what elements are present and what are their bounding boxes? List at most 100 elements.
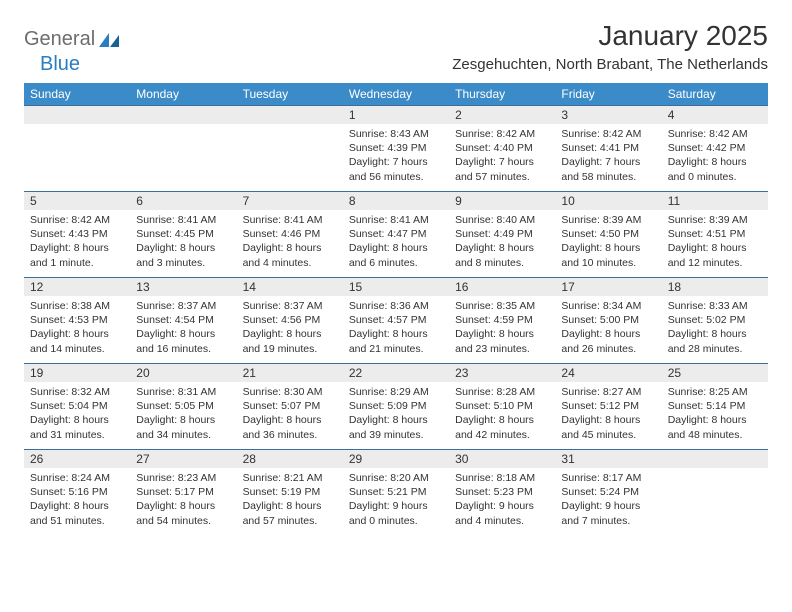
- calendar-day-cell: 6Sunrise: 8:41 AMSunset: 4:45 PMDaylight…: [130, 192, 236, 278]
- calendar-day-cell: 20Sunrise: 8:31 AMSunset: 5:05 PMDayligh…: [130, 364, 236, 450]
- day-number: 30: [449, 450, 555, 468]
- calendar-page: General January 2025 Zesgehuchten, North…: [0, 0, 792, 548]
- day-number: 11: [662, 192, 768, 210]
- calendar-week-row: 12Sunrise: 8:38 AMSunset: 4:53 PMDayligh…: [24, 278, 768, 364]
- day-details: Sunrise: 8:20 AMSunset: 5:21 PMDaylight:…: [343, 468, 449, 530]
- day-number: 2: [449, 106, 555, 124]
- day-details: Sunrise: 8:41 AMSunset: 4:45 PMDaylight:…: [130, 210, 236, 272]
- day-number: 3: [555, 106, 661, 124]
- calendar-body: 1Sunrise: 8:43 AMSunset: 4:39 PMDaylight…: [24, 106, 768, 536]
- day-number: 22: [343, 364, 449, 382]
- calendar-week-row: 19Sunrise: 8:32 AMSunset: 5:04 PMDayligh…: [24, 364, 768, 450]
- calendar-day-cell: 7Sunrise: 8:41 AMSunset: 4:46 PMDaylight…: [237, 192, 343, 278]
- calendar-empty-cell: [130, 106, 236, 192]
- calendar-day-cell: 21Sunrise: 8:30 AMSunset: 5:07 PMDayligh…: [237, 364, 343, 450]
- calendar-day-cell: 16Sunrise: 8:35 AMSunset: 4:59 PMDayligh…: [449, 278, 555, 364]
- calendar-header-row: SundayMondayTuesdayWednesdayThursdayFrid…: [24, 83, 768, 106]
- calendar-day-cell: 5Sunrise: 8:42 AMSunset: 4:43 PMDaylight…: [24, 192, 130, 278]
- calendar-day-cell: 4Sunrise: 8:42 AMSunset: 4:42 PMDaylight…: [662, 106, 768, 192]
- day-number: 4: [662, 106, 768, 124]
- calendar-day-cell: 19Sunrise: 8:32 AMSunset: 5:04 PMDayligh…: [24, 364, 130, 450]
- day-number: 29: [343, 450, 449, 468]
- day-details: Sunrise: 8:30 AMSunset: 5:07 PMDaylight:…: [237, 382, 343, 444]
- day-details: Sunrise: 8:42 AMSunset: 4:42 PMDaylight:…: [662, 124, 768, 186]
- calendar-day-cell: 25Sunrise: 8:25 AMSunset: 5:14 PMDayligh…: [662, 364, 768, 450]
- day-number: 8: [343, 192, 449, 210]
- calendar-day-cell: 14Sunrise: 8:37 AMSunset: 4:56 PMDayligh…: [237, 278, 343, 364]
- day-details: Sunrise: 8:21 AMSunset: 5:19 PMDaylight:…: [237, 468, 343, 530]
- day-details: Sunrise: 8:39 AMSunset: 4:50 PMDaylight:…: [555, 210, 661, 272]
- weekday-header: Friday: [555, 83, 661, 106]
- calendar-week-row: 5Sunrise: 8:42 AMSunset: 4:43 PMDaylight…: [24, 192, 768, 278]
- day-number: 24: [555, 364, 661, 382]
- calendar-day-cell: 23Sunrise: 8:28 AMSunset: 5:10 PMDayligh…: [449, 364, 555, 450]
- calendar-day-cell: 31Sunrise: 8:17 AMSunset: 5:24 PMDayligh…: [555, 450, 661, 536]
- title-block: January 2025 Zesgehuchten, North Brabant…: [452, 20, 768, 73]
- calendar-empty-cell: [237, 106, 343, 192]
- calendar-day-cell: 24Sunrise: 8:27 AMSunset: 5:12 PMDayligh…: [555, 364, 661, 450]
- calendar-day-cell: 22Sunrise: 8:29 AMSunset: 5:09 PMDayligh…: [343, 364, 449, 450]
- day-number: 23: [449, 364, 555, 382]
- calendar-day-cell: 8Sunrise: 8:41 AMSunset: 4:47 PMDaylight…: [343, 192, 449, 278]
- logo-text-blue: Blue: [40, 53, 80, 76]
- calendar-day-cell: 13Sunrise: 8:37 AMSunset: 4:54 PMDayligh…: [130, 278, 236, 364]
- calendar-empty-cell: [662, 450, 768, 536]
- day-number: 15: [343, 278, 449, 296]
- day-details: Sunrise: 8:18 AMSunset: 5:23 PMDaylight:…: [449, 468, 555, 530]
- calendar-day-cell: 9Sunrise: 8:40 AMSunset: 4:49 PMDaylight…: [449, 192, 555, 278]
- weekday-header: Sunday: [24, 83, 130, 106]
- day-details: Sunrise: 8:40 AMSunset: 4:49 PMDaylight:…: [449, 210, 555, 272]
- logo: General: [24, 20, 121, 51]
- day-details: Sunrise: 8:25 AMSunset: 5:14 PMDaylight:…: [662, 382, 768, 444]
- day-details: Sunrise: 8:33 AMSunset: 5:02 PMDaylight:…: [662, 296, 768, 358]
- day-number: 31: [555, 450, 661, 468]
- sail-icon: [99, 33, 119, 47]
- day-number: 6: [130, 192, 236, 210]
- day-number: 21: [237, 364, 343, 382]
- day-number: 7: [237, 192, 343, 210]
- day-details: Sunrise: 8:36 AMSunset: 4:57 PMDaylight:…: [343, 296, 449, 358]
- day-number: 9: [449, 192, 555, 210]
- calendar-day-cell: 29Sunrise: 8:20 AMSunset: 5:21 PMDayligh…: [343, 450, 449, 536]
- day-number: 26: [24, 450, 130, 468]
- day-number: 27: [130, 450, 236, 468]
- weekday-header: Thursday: [449, 83, 555, 106]
- day-number: 12: [24, 278, 130, 296]
- calendar-day-cell: 18Sunrise: 8:33 AMSunset: 5:02 PMDayligh…: [662, 278, 768, 364]
- calendar-day-cell: 15Sunrise: 8:36 AMSunset: 4:57 PMDayligh…: [343, 278, 449, 364]
- day-number: 25: [662, 364, 768, 382]
- day-details: Sunrise: 8:34 AMSunset: 5:00 PMDaylight:…: [555, 296, 661, 358]
- day-number: 16: [449, 278, 555, 296]
- day-number: 20: [130, 364, 236, 382]
- day-details: Sunrise: 8:24 AMSunset: 5:16 PMDaylight:…: [24, 468, 130, 530]
- weekday-header: Monday: [130, 83, 236, 106]
- day-number: 19: [24, 364, 130, 382]
- calendar-day-cell: 26Sunrise: 8:24 AMSunset: 5:16 PMDayligh…: [24, 450, 130, 536]
- day-number: 18: [662, 278, 768, 296]
- logo-text-general: General: [24, 28, 95, 51]
- calendar-day-cell: 2Sunrise: 8:42 AMSunset: 4:40 PMDaylight…: [449, 106, 555, 192]
- day-number: 17: [555, 278, 661, 296]
- calendar-day-cell: 3Sunrise: 8:42 AMSunset: 4:41 PMDaylight…: [555, 106, 661, 192]
- day-number: 5: [24, 192, 130, 210]
- day-details: Sunrise: 8:35 AMSunset: 4:59 PMDaylight:…: [449, 296, 555, 358]
- day-details: Sunrise: 8:29 AMSunset: 5:09 PMDaylight:…: [343, 382, 449, 444]
- day-details: Sunrise: 8:42 AMSunset: 4:41 PMDaylight:…: [555, 124, 661, 186]
- day-number: 1: [343, 106, 449, 124]
- calendar-day-cell: 17Sunrise: 8:34 AMSunset: 5:00 PMDayligh…: [555, 278, 661, 364]
- day-number: 28: [237, 450, 343, 468]
- day-details: Sunrise: 8:17 AMSunset: 5:24 PMDaylight:…: [555, 468, 661, 530]
- weekday-header: Saturday: [662, 83, 768, 106]
- day-details: Sunrise: 8:41 AMSunset: 4:47 PMDaylight:…: [343, 210, 449, 272]
- calendar-day-cell: 10Sunrise: 8:39 AMSunset: 4:50 PMDayligh…: [555, 192, 661, 278]
- day-details: Sunrise: 8:31 AMSunset: 5:05 PMDaylight:…: [130, 382, 236, 444]
- location: Zesgehuchten, North Brabant, The Netherl…: [452, 56, 768, 73]
- day-details: Sunrise: 8:41 AMSunset: 4:46 PMDaylight:…: [237, 210, 343, 272]
- calendar-empty-cell: [24, 106, 130, 192]
- day-details: Sunrise: 8:38 AMSunset: 4:53 PMDaylight:…: [24, 296, 130, 358]
- day-number: 14: [237, 278, 343, 296]
- calendar-day-cell: 1Sunrise: 8:43 AMSunset: 4:39 PMDaylight…: [343, 106, 449, 192]
- day-details: Sunrise: 8:37 AMSunset: 4:56 PMDaylight:…: [237, 296, 343, 358]
- day-details: Sunrise: 8:37 AMSunset: 4:54 PMDaylight:…: [130, 296, 236, 358]
- calendar-table: SundayMondayTuesdayWednesdayThursdayFrid…: [24, 83, 768, 536]
